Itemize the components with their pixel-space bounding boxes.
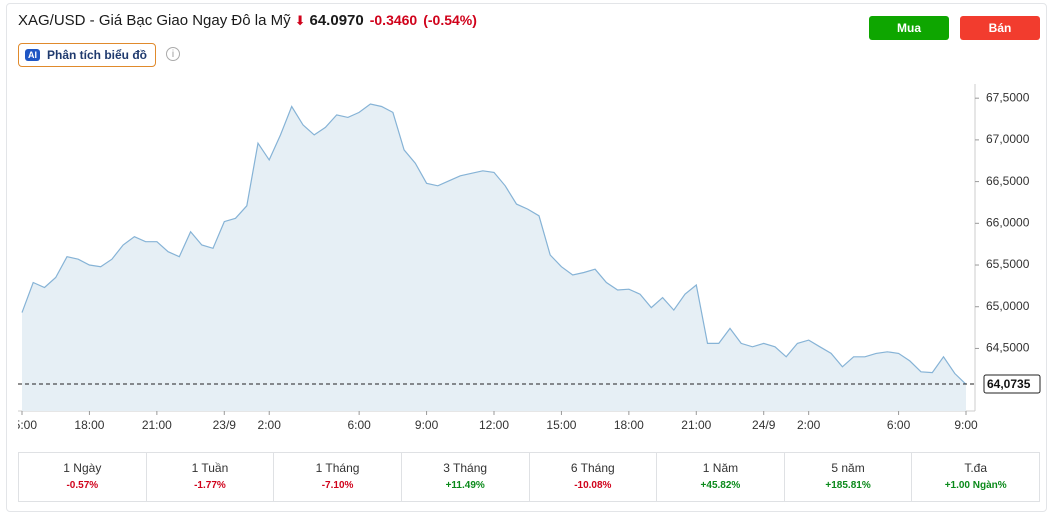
last-price-label: 64,0735 [987, 377, 1031, 391]
x-tick-label: 2:00 [797, 418, 821, 432]
performance-cell[interactable]: 1 Tuần -1.77% [147, 453, 275, 501]
last-price-box [983, 374, 1041, 394]
y-tick-label: 64,5000 [986, 341, 1030, 355]
x-tick-label: 15:00 [7, 418, 37, 432]
period-label: 1 Tháng [315, 461, 360, 475]
period-label: 6 Tháng [570, 461, 615, 475]
y-tick-label: 65,0000 [986, 299, 1030, 313]
x-tick-label: 6:00 [347, 418, 371, 432]
performance-cell[interactable]: 3 Tháng +11.49% [402, 453, 530, 501]
title-row: XAG/USD - Giá Bạc Giao Ngay Đô la Mỹ ⬇ 64.… [18, 12, 477, 29]
period-label: 1 Tuần [191, 461, 229, 475]
price-line [21, 103, 967, 385]
ai-badge: AI [25, 49, 40, 61]
x-tick-label: 9:00 [954, 418, 978, 432]
performance-cell[interactable]: T.đa +1.00 Ngàn% [912, 453, 1039, 501]
ai-button-label: Phân tích biểu đồ [47, 48, 148, 62]
info-icon[interactable]: i [166, 47, 180, 61]
y-tick-label: 65,5000 [986, 257, 1030, 271]
performance-cell[interactable]: 6 Tháng -10.08% [530, 453, 658, 501]
change-pct: (-0.54%) [423, 12, 477, 28]
period-change: -10.08% [574, 480, 612, 491]
period-label: 1 Ngày [63, 461, 102, 475]
period-change: +45.82% [700, 480, 741, 491]
x-tick-label: 24/9 [752, 418, 776, 432]
performance-bar: 1 Ngày -0.57% 1 Tuần -1.77% 1 Tháng -7.10% 3 T… [18, 452, 1040, 502]
y-tick-label: 66,0000 [986, 215, 1030, 229]
chart: 64,5000 65,0000 65,5000 66,0000 66,5000 67,00… [7, 84, 1041, 432]
period-label: 5 năm [831, 461, 865, 475]
buy-button[interactable]: Mua [869, 16, 949, 40]
x-tick-label: 23/9 [213, 418, 237, 432]
widget-card [6, 3, 1047, 512]
x-tick-label: 18:00 [74, 418, 104, 432]
x-tick-label: 12:00 [479, 418, 509, 432]
period-label: 1 Năm [702, 461, 739, 475]
performance-cell[interactable]: 1 Tháng -7.10% [274, 453, 402, 501]
period-label: T.đa [964, 461, 988, 475]
x-tick-label: 21:00 [142, 418, 172, 432]
x-tick-label: 21:00 [681, 418, 711, 432]
change: -0.3460 [369, 12, 418, 28]
period-change: +1.00 Ngàn% [944, 480, 1007, 491]
performance-cell[interactable]: 1 Ngày -0.57% [19, 453, 147, 501]
area [22, 104, 966, 411]
down-arrow: ⬇ [294, 13, 306, 28]
period-change: -1.77% [194, 480, 226, 491]
y-tick-label: 66,5000 [986, 174, 1030, 188]
period-change: +185.81% [825, 480, 871, 491]
x-tick-label: 15:00 [546, 418, 576, 432]
x-tick-label: 2:00 [258, 418, 282, 432]
y-tick-label: 67,5000 [986, 90, 1030, 104]
instrument-title: XAG/USD - Giá Bạc Giao Ngay Đô la Mỹ [18, 12, 291, 29]
price: 64.0970 [309, 12, 364, 29]
performance-cell[interactable]: 1 Năm +45.82% [657, 453, 785, 501]
sell-button[interactable]: Bán [960, 16, 1040, 40]
x-tick-label: 6:00 [887, 418, 911, 432]
period-change: +11.49% [445, 480, 485, 491]
period-label: 3 Tháng [443, 461, 488, 475]
ai-analysis-button[interactable]: AI Phân tích biểu đồ [18, 43, 157, 67]
x-tick-label: 9:00 [415, 418, 439, 432]
performance-cell[interactable]: 5 năm +185.81% [785, 453, 913, 501]
period-change: -0.57% [66, 480, 99, 491]
x-tick-label: 18:00 [614, 418, 644, 432]
y-tick-label: 67,0000 [986, 132, 1030, 146]
period-change: -7.10% [321, 480, 354, 491]
